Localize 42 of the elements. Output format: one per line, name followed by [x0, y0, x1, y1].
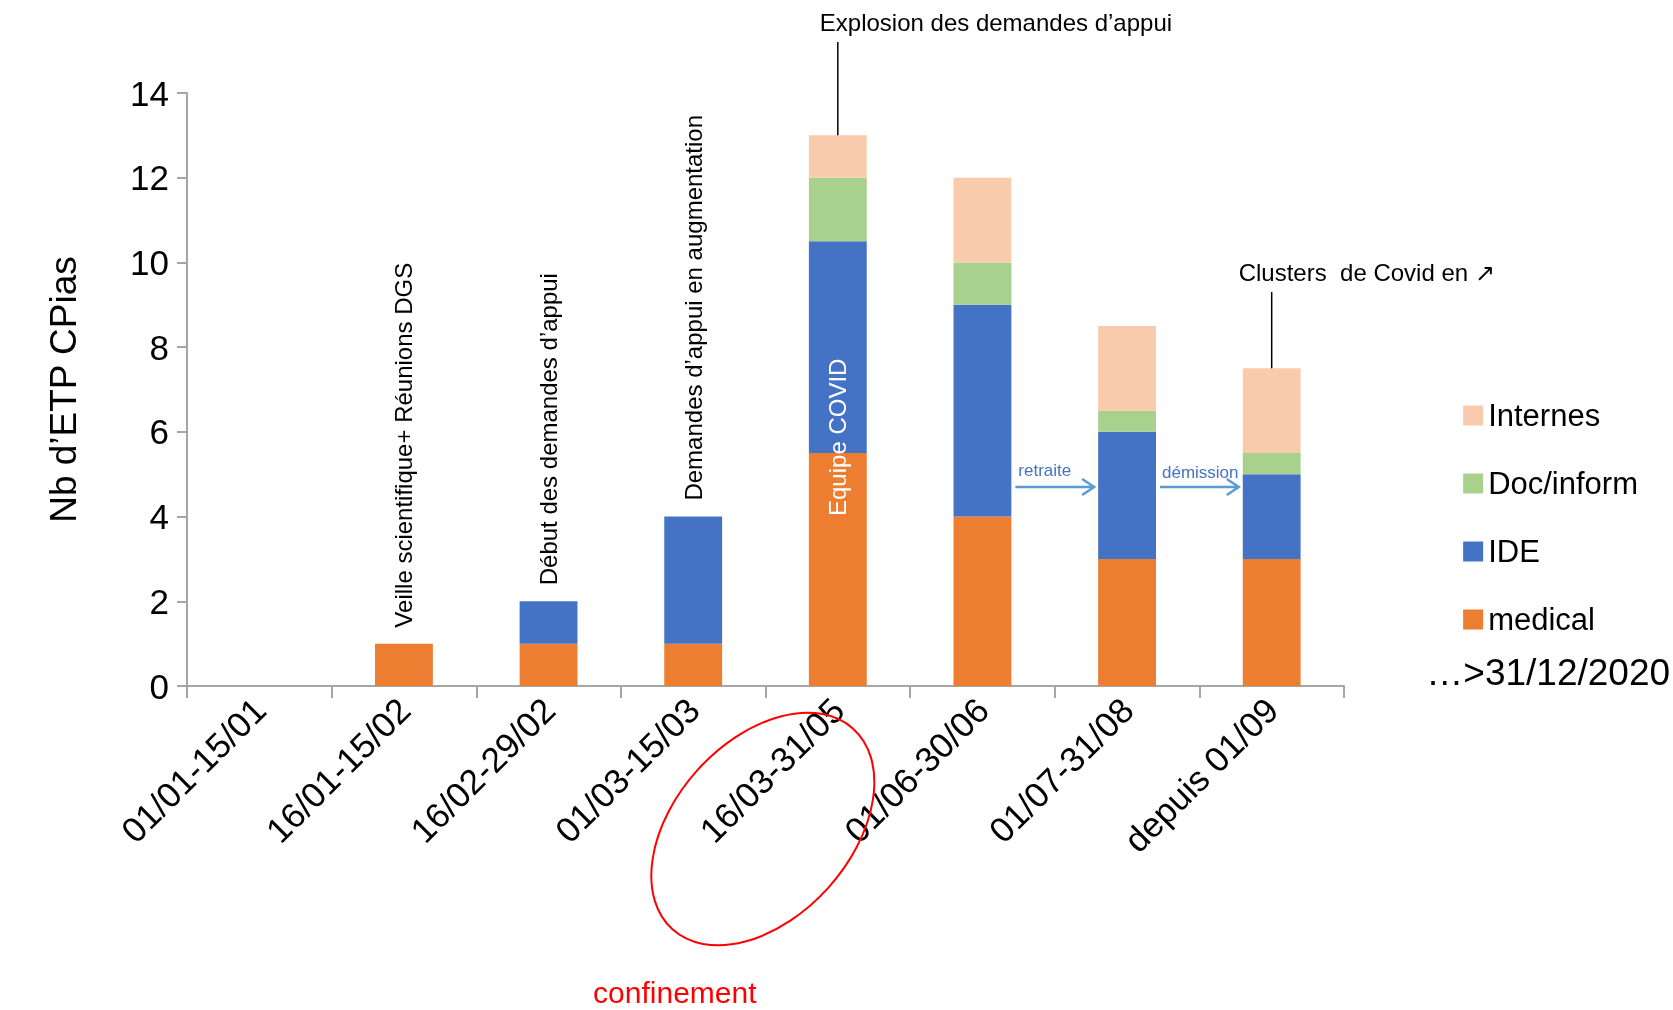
- annotation: Début des demandes d’appui: [535, 273, 563, 586]
- bar: [375, 643, 433, 686]
- annotation: Explosion des demandes d’appui: [819, 8, 1173, 36]
- annotation: démission: [1161, 463, 1239, 483]
- bar: [953, 177, 1012, 263]
- legend-label: Internes: [1488, 398, 1601, 433]
- y-tick-label: 4: [149, 497, 169, 537]
- legend-label: Doc/inform: [1488, 466, 1639, 501]
- bar: [664, 643, 723, 686]
- bar: [1242, 474, 1301, 559]
- y-tick-label: 2: [149, 581, 169, 621]
- bar: [1098, 325, 1156, 411]
- bar: [808, 135, 867, 178]
- text: confinement: [593, 975, 758, 1009]
- bar: [1242, 558, 1301, 686]
- bar: [953, 262, 1012, 305]
- y-axis-title: Nb d’ETP CPias: [43, 256, 84, 523]
- bar: [1242, 368, 1301, 454]
- y-tick-label: 12: [130, 158, 169, 198]
- y-tick-label: 10: [130, 242, 169, 282]
- legend-label: IDE: [1488, 534, 1540, 569]
- annotation: Veille scientifique+ Réunions DGS: [390, 262, 418, 628]
- y-tick-label: 14: [130, 73, 169, 113]
- bar: [953, 516, 1012, 686]
- bar: [519, 643, 578, 686]
- y-tick-label: 6: [149, 412, 169, 452]
- legend-label: medical: [1488, 602, 1595, 637]
- annotation: Equipe COVID: [824, 358, 852, 516]
- text: …>31/12/2020: [1426, 651, 1671, 693]
- bar: [953, 304, 1012, 517]
- annotation: retraite: [1018, 461, 1072, 481]
- bar: [519, 601, 578, 644]
- annotation: Demandes d’appui en augmentation: [679, 114, 707, 501]
- annotation: Clusters de Covid en ↗: [1238, 258, 1495, 286]
- bar: [808, 177, 867, 242]
- bar: [664, 516, 723, 644]
- bar: [1098, 558, 1156, 686]
- bar: [1098, 431, 1156, 559]
- y-tick-label: 0: [149, 666, 169, 706]
- bar: [1242, 453, 1301, 475]
- bar: [1098, 410, 1156, 432]
- y-tick-label: 8: [149, 327, 169, 367]
